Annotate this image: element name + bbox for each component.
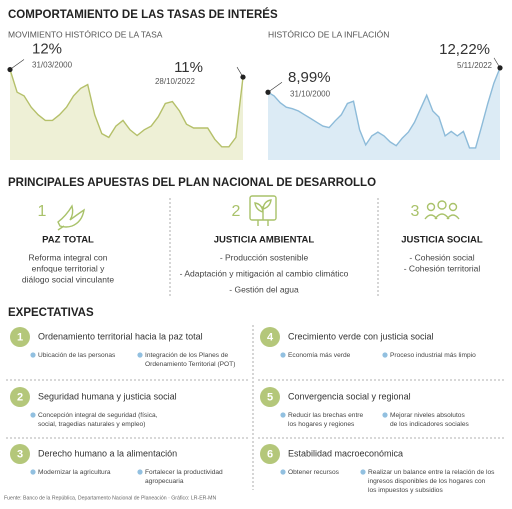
leader [9,59,25,70]
bullet-text: de los indicadores sociales [390,421,470,428]
date-label: 28/10/2022 [155,77,196,86]
bullet-dot [280,469,286,475]
badge-number: 1 [17,331,23,343]
item-line: - Adaptación y mitigación al cambio clim… [180,268,349,278]
date-label: 5/11/2022 [457,61,493,70]
point [240,74,246,80]
bullet-text: Modernizar la agricultura [38,469,111,476]
bullet-text: Ubicación de las personas [38,352,116,359]
bullet-dot [382,352,388,358]
bullet-text: los hogares y regiones [288,421,355,428]
number-badge [10,387,30,407]
bullet-dot [360,469,366,475]
bullet-dot [137,469,143,475]
bullet-text: agropecuaria [145,478,184,485]
bullet-text: ingresos disponibles de los hogares con [368,478,486,485]
bullet-dot [280,352,286,358]
value-label: 12% [32,41,62,58]
bullet-text: Fortalecer la productividad [145,469,223,476]
area-fill [268,67,500,160]
value-label: 11% [174,59,203,76]
expectation-title: Derecho humano a la alimentación [38,448,177,458]
number-badge [10,444,30,464]
item-title: JUSTICIA AMBIENTAL [214,235,315,246]
point [497,65,503,71]
item-title: PAZ TOTAL [42,235,94,246]
people-icon [424,200,460,220]
bullet-dot [30,352,36,358]
value-label: 8,99% [288,69,331,86]
dove-icon [57,204,85,231]
expectation-title: Ordenamiento territorial hacia la paz to… [38,331,203,341]
value-label: 12,22% [439,41,490,58]
area-fill [10,69,243,160]
number-badge [260,327,280,347]
item-line: diálogo social vinculante [22,274,114,284]
date-label: 31/10/2000 [290,89,331,98]
bullet-dot [280,412,286,418]
point [265,89,271,95]
source: Fuente: Banco de la República, Departame… [4,495,216,501]
expectation-title: Convergencia social y regional [288,391,411,401]
badge-number: 2 [17,391,23,403]
plant-icon [249,195,277,226]
bullet-dot [30,412,36,418]
section-title: PRINCIPALES APUESTAS DEL PLAN NACIONAL D… [8,177,376,189]
bullet-text: Realizar un balance entre la relación de… [368,469,495,476]
item-line: enfoque territorial y [32,263,106,273]
chart-subtitle: MOVIMIENTO HISTÓRICO DE LA TASA [8,29,163,39]
expectation-title: Estabilidad macroeconómica [288,448,403,458]
leader [267,81,283,93]
badge-number: 5 [267,391,273,403]
bullet-dot [382,412,388,418]
expectation-title: Crecimiento verde con justicia social [288,331,434,341]
badge-number: 4 [267,331,274,343]
badge-number: 6 [267,448,273,460]
date-label: 31/03/2000 [32,61,73,70]
bullet-text: Ordenamiento Territorial (POT) [145,361,235,368]
number-badge [10,327,30,347]
number-badge [260,444,280,464]
item-line: - Producción sostenible [220,252,309,262]
item-line: - Cohesión territorial [404,263,481,273]
item-line: - Cohesión social [409,252,474,262]
area-line [9,69,244,148]
area-line [267,67,501,149]
item-number: 2 [232,203,241,220]
item-line: - Gestión del agua [229,284,299,294]
bullet-text: Reducir las brechas entre [288,412,363,419]
item-title: JUSTICIA SOCIAL [401,235,483,246]
chart-subtitle: HISTÓRICO DE LA INFLACIÓN [268,29,389,39]
section-title: EXPECTATIVAS [8,307,94,319]
bullet-dot [30,469,36,475]
bullet-text: Integración de los Planes de [145,352,229,359]
item-number: 3 [411,203,420,220]
point [7,66,13,73]
bullet-text: Proceso industrial más limpio [390,352,476,359]
bullet-text: social, tragedias naturales y empleo) [38,421,145,428]
item-number: 1 [38,203,47,220]
bullet-text: Economía más verde [288,352,351,359]
bullet-text: los impuestos y subsidios [368,487,443,494]
main-title: COMPORTAMIENTO DE LAS TASAS DE INTERÉS [8,8,278,21]
bullet-text: Mejorar niveles absolutos [390,412,465,419]
bullet-text: Concepción integral de seguridad (física… [38,412,158,419]
expectation-title: Seguridad humana y justicia social [38,391,177,401]
item-line: Reforma integral con [29,252,108,262]
number-badge [260,387,280,407]
badge-number: 3 [17,448,23,460]
bullet-dot [137,352,143,358]
bullet-text: Obtener recursos [288,469,340,476]
